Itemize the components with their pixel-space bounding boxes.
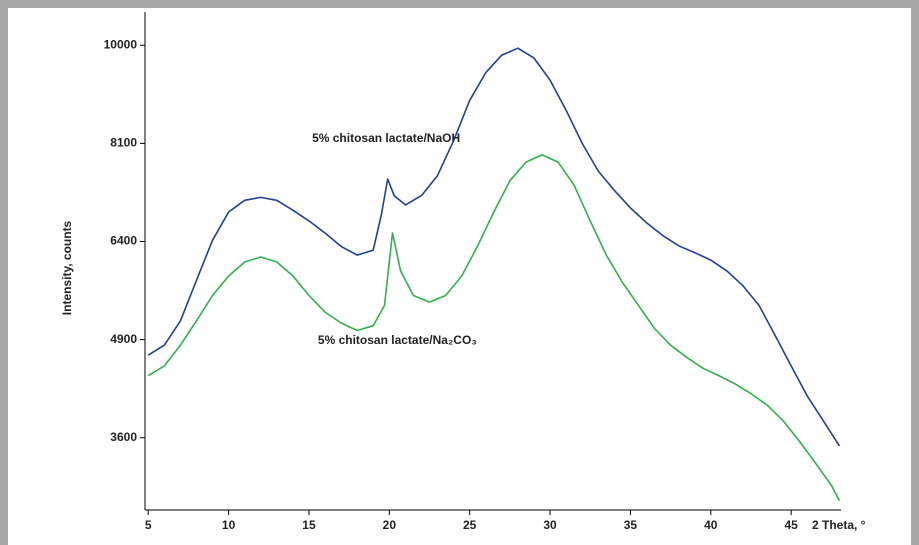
x-tick-label: 5: [145, 518, 152, 532]
series-line: [147, 47, 841, 447]
y-tick-label: 6400: [110, 234, 137, 248]
annotation: 5% chitosan lactate/NaOH: [312, 131, 460, 145]
x-tick-label: 15: [302, 518, 316, 532]
x-tick-label: 10: [222, 518, 236, 532]
y-tick-label: 8100: [110, 136, 137, 150]
y-axis-label: Intensity, counts: [60, 220, 74, 315]
y-tick-label: 10000: [104, 37, 138, 51]
x-tick-label: 45: [784, 518, 798, 532]
chart-background: [8, 8, 911, 545]
x-tick-label: 35: [624, 518, 638, 532]
x-tick-label: 25: [463, 518, 477, 532]
y-tick-label: 3600: [110, 430, 137, 444]
x-tick-label: 20: [383, 518, 397, 532]
x-tick-label: 40: [704, 518, 718, 532]
annotation: 5% chitosan lactate/Na₂CO₃: [318, 333, 477, 347]
series-line: [147, 154, 841, 502]
x-axis-label: 2 Theta, °: [812, 518, 866, 532]
y-tick-label: 4900: [110, 332, 137, 346]
x-tick-label: 30: [543, 518, 557, 532]
